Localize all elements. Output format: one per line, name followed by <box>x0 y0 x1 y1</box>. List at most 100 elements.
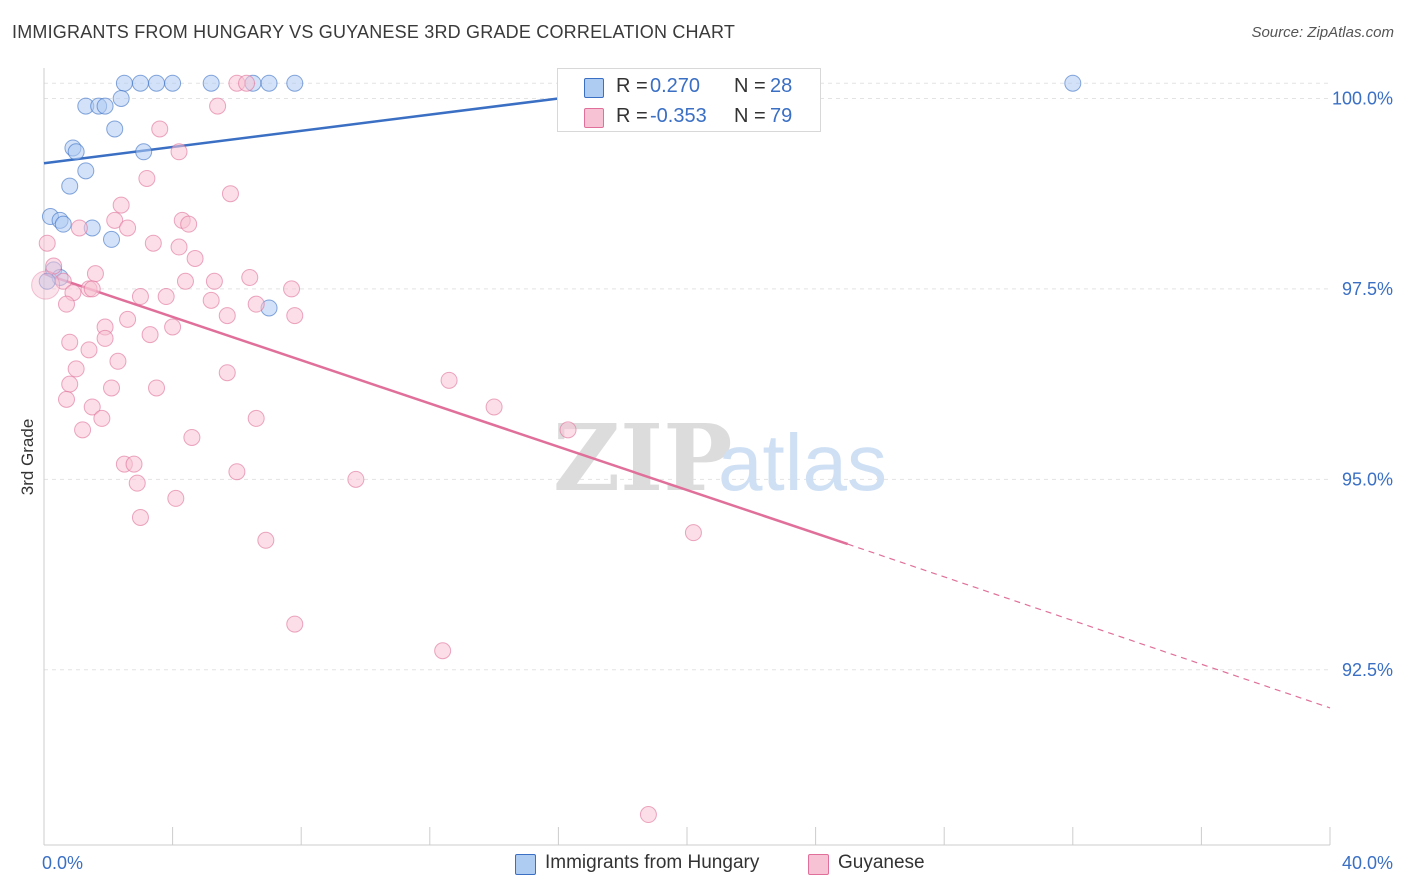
point-guyanese <box>170 143 188 161</box>
point-guyanese <box>112 196 130 214</box>
point-guyanese <box>167 489 185 507</box>
point-guyanese <box>61 333 79 351</box>
point-guyanese <box>67 360 85 378</box>
point-guyanese <box>45 257 63 275</box>
point-guyanese <box>286 307 304 325</box>
legend-r-value: -0.353 <box>650 105 707 127</box>
point-hungary <box>106 120 124 138</box>
point-guyanese <box>70 219 88 237</box>
trend-lines <box>43 97 1331 709</box>
point-hungary <box>148 74 166 92</box>
point-guyanese <box>228 463 246 481</box>
point-guyanese <box>247 409 265 427</box>
legend-swatch-pink <box>584 108 604 128</box>
point-guyanese <box>119 310 137 328</box>
x-tick-label-min: 0.0% <box>42 853 83 873</box>
legend-n-value: 28 <box>770 75 793 97</box>
legend-row-guyanese: R = -0.353 N = 79 <box>558 101 820 131</box>
data-points <box>31 74 1082 824</box>
point-hungary <box>135 143 153 161</box>
point-guyanese <box>61 375 79 393</box>
point-guyanese <box>283 280 301 298</box>
point-guyanese <box>80 341 98 359</box>
point-guyanese <box>148 379 166 397</box>
point-hungary <box>115 74 133 92</box>
point-hungary <box>131 74 149 92</box>
point-guyanese <box>157 288 175 306</box>
point-guyanese <box>186 249 204 267</box>
point-guyanese <box>170 238 188 256</box>
point-hungary <box>260 74 278 92</box>
point-guyanese <box>38 234 56 252</box>
trend-line-guyanese-extension <box>847 543 1331 709</box>
y-tick-label: 97.5% <box>1342 279 1393 299</box>
point-guyanese <box>202 291 220 309</box>
trend-line-guyanese <box>43 272 849 546</box>
series-legend: Immigrants from Hungary Guyanese <box>0 852 1406 878</box>
point-guyanese <box>559 421 577 439</box>
point-hungary <box>164 74 182 92</box>
watermark-atlas: atlas <box>718 418 887 507</box>
x-tick-label-max: 40.0% <box>1342 853 1393 873</box>
point-guyanese <box>247 295 265 313</box>
legend-row-hungary: R = 0.270 N = 28 <box>558 71 820 101</box>
point-guyanese <box>180 215 198 233</box>
point-hungary <box>202 74 220 92</box>
point-guyanese <box>131 508 149 526</box>
point-hungary <box>96 97 114 115</box>
point-guyanese <box>125 455 143 473</box>
point-guyanese <box>151 120 169 138</box>
y-tick-labels: 100.0% 97.5% 95.0% 92.5% <box>1332 88 1393 679</box>
point-guyanese <box>83 398 101 416</box>
point-hungary <box>1064 74 1082 92</box>
y-tick-label: 95.0% <box>1342 469 1393 489</box>
point-guyanese <box>119 219 137 237</box>
axes: 3rd Grade <box>18 68 1331 846</box>
legend-swatch-blue <box>515 854 536 875</box>
point-cluster-guyanese <box>31 270 61 300</box>
point-hungary <box>112 89 130 107</box>
point-guyanese <box>58 295 76 313</box>
legend-r-label: R = <box>616 75 648 97</box>
legend-label-guyanese: Guyanese <box>838 852 925 873</box>
y-axis-title: 3rd Grade <box>18 419 37 496</box>
legend-swatch-blue <box>584 78 604 98</box>
point-guyanese <box>241 268 259 286</box>
point-guyanese <box>106 211 124 229</box>
point-hungary <box>77 162 95 180</box>
point-guyanese <box>684 524 702 542</box>
point-guyanese <box>144 234 162 252</box>
point-guyanese <box>434 642 452 660</box>
point-guyanese <box>639 806 657 824</box>
point-guyanese <box>138 169 156 187</box>
point-guyanese <box>141 326 159 344</box>
legend-label-hungary: Immigrants from Hungary <box>545 852 760 873</box>
legend-n-label: N = <box>734 105 766 127</box>
point-guyanese <box>485 398 503 416</box>
point-guyanese <box>109 352 127 370</box>
point-guyanese <box>218 364 236 382</box>
grid-lines <box>44 82 1330 671</box>
point-guyanese <box>83 280 101 298</box>
point-guyanese <box>218 307 236 325</box>
point-guyanese <box>440 371 458 389</box>
point-guyanese <box>176 272 194 290</box>
point-hungary <box>286 74 304 92</box>
source-label: Source: ZipAtlas.com <box>1251 24 1394 41</box>
point-guyanese <box>58 390 76 408</box>
correlation-legend: R = 0.270 N = 28 R = -0.353 N = 79 <box>557 68 821 132</box>
point-guyanese <box>164 318 182 336</box>
point-hungary <box>103 230 121 248</box>
legend-swatch-pink <box>808 854 829 875</box>
point-guyanese <box>103 379 121 397</box>
point-guyanese <box>257 531 275 549</box>
legend-r-value: 0.270 <box>650 75 701 97</box>
point-hungary <box>61 177 79 195</box>
point-guyanese <box>221 185 239 203</box>
point-guyanese <box>205 272 223 290</box>
legend-n-value: 79 <box>770 105 793 127</box>
point-hungary <box>67 143 85 161</box>
x-tick-labels: 0.0% 40.0% <box>42 853 1393 873</box>
